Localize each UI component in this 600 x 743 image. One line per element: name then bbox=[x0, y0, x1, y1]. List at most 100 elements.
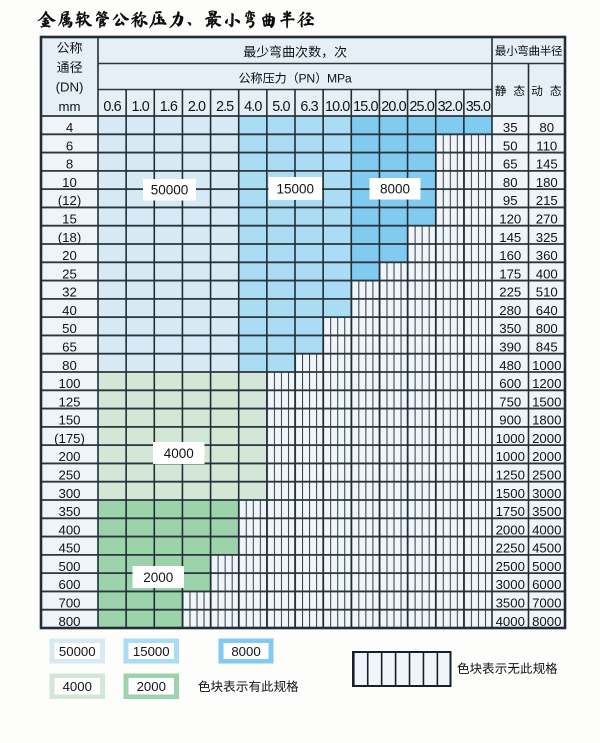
svg-text:色块表示有此规格: 色块表示有此规格 bbox=[198, 676, 299, 695]
svg-text:145: 145 bbox=[499, 230, 521, 245]
svg-text:32.0: 32.0 bbox=[438, 99, 463, 115]
svg-text:20.0: 20.0 bbox=[381, 99, 406, 115]
svg-text:250: 250 bbox=[58, 468, 80, 483]
svg-text:4000: 4000 bbox=[532, 522, 561, 537]
svg-text:510: 510 bbox=[536, 285, 558, 300]
svg-text:2250: 2250 bbox=[496, 541, 525, 556]
svg-text:8000: 8000 bbox=[380, 182, 410, 197]
svg-text:2500: 2500 bbox=[532, 468, 561, 483]
svg-text:400: 400 bbox=[58, 522, 80, 537]
svg-text:600: 600 bbox=[58, 577, 80, 592]
svg-text:静: 静 bbox=[495, 82, 507, 99]
svg-text:35.0: 35.0 bbox=[466, 99, 491, 115]
svg-text:3500: 3500 bbox=[496, 596, 525, 611]
svg-text:80: 80 bbox=[503, 175, 518, 190]
svg-text:6: 6 bbox=[66, 138, 73, 153]
svg-text:175: 175 bbox=[499, 266, 521, 281]
svg-text:450: 450 bbox=[58, 541, 80, 556]
svg-text:通径: 通径 bbox=[56, 57, 82, 76]
svg-text:1.0: 1.0 bbox=[132, 99, 150, 115]
svg-text:mm: mm bbox=[59, 99, 81, 114]
svg-text:145: 145 bbox=[536, 157, 558, 172]
svg-text:1500: 1500 bbox=[496, 486, 525, 501]
svg-text:50: 50 bbox=[62, 321, 77, 336]
svg-text:800: 800 bbox=[536, 321, 558, 336]
svg-text:845: 845 bbox=[536, 340, 558, 355]
svg-text:80: 80 bbox=[62, 358, 77, 373]
svg-text:1250: 1250 bbox=[496, 468, 525, 483]
svg-text:1500: 1500 bbox=[532, 394, 561, 409]
svg-text:700: 700 bbox=[58, 596, 80, 611]
svg-text:6.3: 6.3 bbox=[300, 99, 318, 115]
svg-text:80: 80 bbox=[539, 120, 554, 135]
svg-text:1000: 1000 bbox=[532, 358, 561, 373]
svg-text:600: 600 bbox=[499, 376, 521, 391]
svg-text:5.0: 5.0 bbox=[272, 99, 290, 115]
svg-text:8000: 8000 bbox=[231, 644, 260, 659]
svg-text:110: 110 bbox=[536, 138, 557, 153]
svg-text:公称压力（PN）MPa: 公称压力（PN）MPa bbox=[239, 69, 352, 87]
svg-text:150: 150 bbox=[58, 413, 80, 428]
svg-text:(18): (18) bbox=[58, 230, 81, 245]
svg-text:2500: 2500 bbox=[496, 559, 525, 574]
svg-text:金属软管公称压力、最小弯曲半径: 金属软管公称压力、最小弯曲半径 bbox=[38, 10, 315, 29]
svg-text:7000: 7000 bbox=[532, 596, 561, 611]
svg-text:800: 800 bbox=[58, 614, 80, 629]
svg-text:325: 325 bbox=[536, 230, 558, 245]
svg-text:公称: 公称 bbox=[56, 38, 82, 57]
svg-text:95: 95 bbox=[503, 193, 518, 208]
svg-text:(175): (175) bbox=[54, 431, 85, 446]
svg-text:2.5: 2.5 bbox=[216, 99, 234, 115]
svg-text:350: 350 bbox=[499, 321, 521, 336]
svg-text:1750: 1750 bbox=[496, 504, 525, 519]
svg-text:动: 动 bbox=[531, 82, 543, 99]
svg-text:500: 500 bbox=[58, 559, 80, 574]
svg-text:1800: 1800 bbox=[532, 413, 561, 428]
svg-text:50000: 50000 bbox=[151, 183, 189, 198]
svg-text:750: 750 bbox=[499, 394, 521, 409]
svg-text:100: 100 bbox=[58, 376, 80, 391]
svg-text:40: 40 bbox=[62, 303, 77, 318]
svg-text:25: 25 bbox=[62, 266, 77, 281]
svg-text:2000: 2000 bbox=[532, 431, 561, 446]
svg-text:2000: 2000 bbox=[496, 522, 525, 537]
svg-text:0.6: 0.6 bbox=[103, 99, 121, 115]
svg-text:360: 360 bbox=[536, 248, 558, 263]
svg-text:8000: 8000 bbox=[532, 614, 561, 629]
svg-text:8: 8 bbox=[66, 157, 73, 172]
svg-text:125: 125 bbox=[58, 394, 80, 409]
svg-text:640: 640 bbox=[536, 303, 558, 318]
svg-text:480: 480 bbox=[499, 358, 521, 373]
svg-text:4000: 4000 bbox=[63, 679, 92, 694]
svg-text:10: 10 bbox=[62, 175, 77, 190]
svg-text:160: 160 bbox=[499, 248, 521, 263]
svg-text:2000: 2000 bbox=[137, 679, 166, 694]
svg-text:350: 350 bbox=[58, 504, 80, 519]
svg-text:4.0: 4.0 bbox=[244, 99, 262, 115]
svg-text:4500: 4500 bbox=[532, 541, 561, 556]
svg-text:10.0: 10.0 bbox=[325, 99, 350, 115]
svg-text:最少弯曲次数，次: 最少弯曲次数，次 bbox=[243, 42, 347, 61]
svg-text:4000: 4000 bbox=[164, 446, 194, 461]
svg-text:50000: 50000 bbox=[59, 644, 96, 659]
svg-text:200: 200 bbox=[58, 449, 80, 464]
svg-text:色块表示无此规格: 色块表示无此规格 bbox=[457, 658, 558, 677]
svg-text:态: 态 bbox=[514, 82, 526, 99]
svg-text:15000: 15000 bbox=[276, 181, 314, 196]
svg-text:1000: 1000 bbox=[496, 449, 525, 464]
svg-text:120: 120 bbox=[499, 212, 521, 227]
svg-text:1200: 1200 bbox=[532, 376, 561, 391]
svg-text:390: 390 bbox=[499, 340, 521, 355]
svg-text:180: 180 bbox=[536, 175, 558, 190]
svg-text:15: 15 bbox=[62, 212, 77, 227]
svg-text:4: 4 bbox=[66, 120, 73, 135]
svg-text:35: 35 bbox=[503, 120, 518, 135]
svg-text:280: 280 bbox=[499, 303, 521, 318]
svg-text:65: 65 bbox=[503, 157, 518, 172]
svg-text:215: 215 bbox=[536, 193, 558, 208]
svg-text:4000: 4000 bbox=[496, 614, 525, 629]
svg-text:2000: 2000 bbox=[532, 449, 561, 464]
svg-text:1.6: 1.6 bbox=[160, 99, 178, 115]
svg-text:最小弯曲半径: 最小弯曲半径 bbox=[495, 43, 563, 59]
svg-text:(12): (12) bbox=[58, 193, 81, 208]
